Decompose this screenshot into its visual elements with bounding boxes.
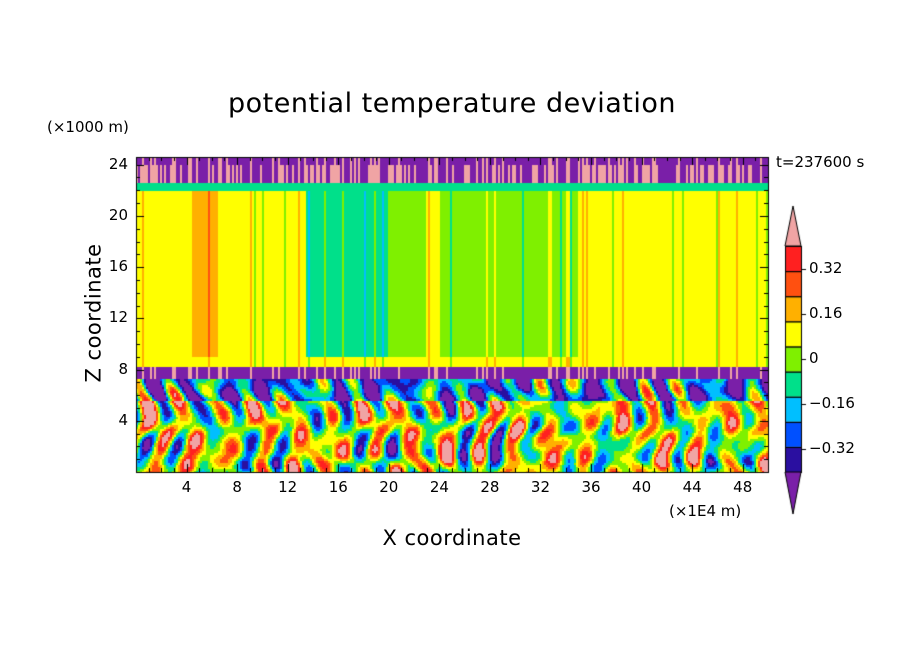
x-tick-label: 32 <box>530 478 551 496</box>
time-annotation: t=237600 s <box>776 153 865 171</box>
y-tick-label: 8 <box>118 359 128 378</box>
x-tick-label: 40 <box>632 478 652 496</box>
x-tick-label: 48 <box>733 478 753 496</box>
x-tick-label: 36 <box>581 478 601 496</box>
x-tick-label: 16 <box>328 478 348 496</box>
colorbar-tick-label: 0.16 <box>809 303 843 322</box>
y-tick-label: 16 <box>108 257 128 276</box>
x-axis-unit: (×1E4 m) <box>669 502 742 520</box>
colorbar-tick-label: −0.32 <box>809 439 855 458</box>
z-axis-unit: (×1000 m) <box>47 118 129 136</box>
y-tick-label: 4 <box>118 410 128 429</box>
y-tick-label: 20 <box>108 205 128 224</box>
y-tick-label: 24 <box>108 154 128 173</box>
x-axis-label: X coordinate <box>382 526 522 550</box>
x-tick-label: 12 <box>278 478 298 496</box>
x-tick-label: 44 <box>682 478 702 496</box>
x-tick-label: 20 <box>379 478 399 496</box>
colorbar-tick-label: 0.32 <box>809 258 843 277</box>
x-tick-label: 24 <box>429 478 449 496</box>
y-tick-label: 12 <box>108 308 128 327</box>
x-tick-label: 28 <box>480 478 500 496</box>
chart-title: potential temperature deviation <box>228 88 676 119</box>
x-tick-label: 8 <box>232 478 242 496</box>
colorbar-tick-label: 0 <box>809 349 819 367</box>
x-tick-label: 4 <box>181 478 192 496</box>
colorbar-tick-label: −0.16 <box>809 394 855 413</box>
